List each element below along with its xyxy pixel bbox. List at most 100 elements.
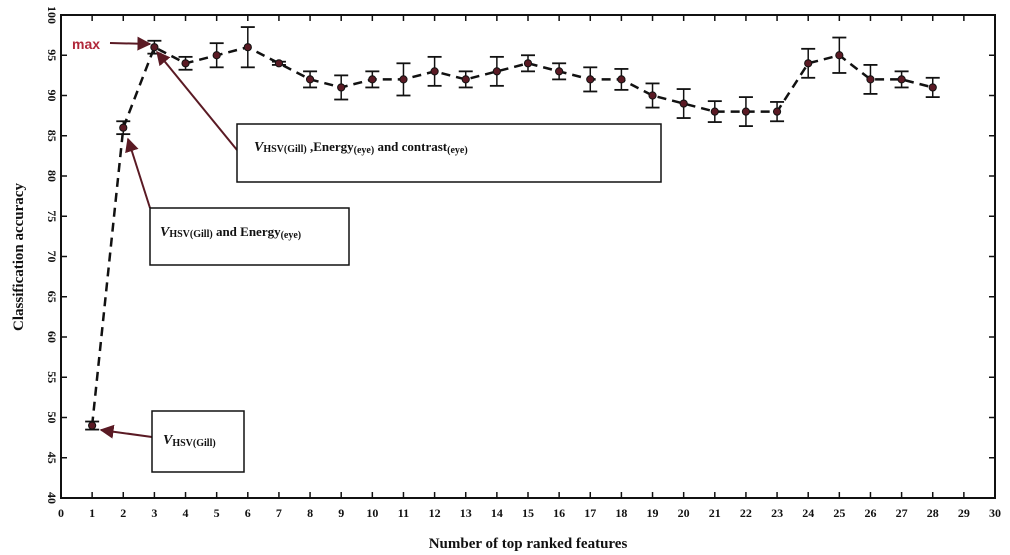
x-tick-label: 4	[183, 506, 189, 520]
data-point	[368, 75, 377, 84]
x-axis-title: Number of top ranked features	[429, 536, 628, 552]
x-tick-label: 18	[615, 506, 627, 520]
data-point	[772, 107, 782, 116]
data-point	[212, 51, 221, 60]
x-tick-label: 3	[151, 506, 157, 520]
y-tick-label: 50	[45, 412, 59, 424]
y-axis-title: Classification accuracy	[11, 183, 27, 331]
x-tick-label: 5	[214, 506, 220, 520]
data-point	[150, 43, 159, 52]
data-point	[243, 43, 252, 52]
x-tick-label: 29	[958, 506, 970, 520]
data-point	[710, 107, 719, 116]
data-point	[555, 67, 564, 76]
svg-text:VHSV(Gill) and Energy(eye): VHSV(Gill) and Energy(eye)	[160, 224, 301, 241]
x-tick-label: 27	[896, 506, 908, 520]
svg-text:VHSV(Gill): VHSV(Gill)	[163, 433, 216, 449]
x-tick-label: 11	[398, 506, 409, 520]
x-tick-label: 10	[366, 506, 378, 520]
data-point	[337, 83, 346, 92]
annotation-3-text: ,Energy	[307, 139, 354, 154]
annotation-3-subscript-2: (eye)	[354, 145, 375, 156]
annotation-2-subscript-2: (eye)	[281, 230, 302, 241]
x-tick-label: 30	[989, 506, 1001, 520]
series-line	[90, 45, 934, 426]
data-point	[274, 59, 284, 68]
arrow-to-point-3	[156, 50, 238, 151]
annotation-3-variable: V	[254, 140, 265, 155]
annotation-2-variable: V	[160, 225, 171, 240]
x-tick-label: 2	[120, 506, 126, 520]
max-label: max	[72, 36, 100, 52]
svg-text:VHSV(Gill) ,Energy(eye) and co: VHSV(Gill) ,Energy(eye) and contrast(eye…	[254, 139, 468, 156]
annotation-1-subscript: HSV(Gill)	[172, 438, 215, 449]
y-tick-label: 65	[45, 291, 59, 303]
y-tick-label: 80	[45, 170, 59, 182]
annotation-box-3: VHSV(Gill) ,Energy(eye) and contrast(eye…	[236, 123, 662, 183]
x-tick-label: 15	[522, 506, 534, 520]
x-tick-label: 21	[709, 506, 721, 520]
x-tick-label: 23	[771, 506, 783, 520]
data-point	[866, 75, 875, 84]
x-tick-label: 25	[833, 506, 845, 520]
arrow-to-point-1	[99, 424, 153, 439]
data-point	[741, 107, 751, 116]
annotation-3-subscript-3: (eye)	[447, 145, 468, 156]
data-point	[586, 75, 595, 84]
annotation-3-subscript: HSV(Gill)	[263, 144, 306, 155]
data-point	[88, 421, 97, 430]
y-tick-label: 55	[45, 371, 59, 383]
accuracy-series	[90, 45, 934, 426]
annotation-2-text: and Energy	[213, 224, 281, 239]
x-tick-label: 22	[740, 506, 752, 520]
data-point	[648, 91, 657, 100]
annotation-arrows	[99, 36, 238, 439]
annotation-1-variable: V	[163, 433, 174, 448]
data-point	[804, 59, 813, 68]
x-tick-label: 13	[460, 506, 472, 520]
x-tick-label: 28	[927, 506, 939, 520]
y-tick-label: 100	[45, 6, 59, 24]
data-point	[897, 75, 906, 84]
data-point	[181, 59, 190, 68]
y-axis: 40 45 50 55 60 65 70 75 80 85 90 95 100	[45, 6, 995, 504]
x-tick-label: 6	[245, 506, 251, 520]
x-tick-label: 7	[276, 506, 282, 520]
x-tick-label: 0	[58, 506, 64, 520]
data-point	[430, 67, 439, 76]
data-point	[461, 75, 470, 84]
annotation-box-1: VHSV(Gill)	[151, 410, 245, 473]
data-point	[679, 99, 688, 108]
error-bars	[85, 26, 940, 431]
annotation-box-2: VHSV(Gill) and Energy(eye)	[149, 207, 350, 266]
data-point	[492, 67, 501, 76]
y-tick-label: 85	[45, 130, 59, 142]
x-tick-label: 14	[491, 506, 503, 520]
data-point	[119, 123, 128, 132]
x-tick-label: 20	[678, 506, 690, 520]
x-tick-label: 16	[553, 506, 565, 520]
x-tick-label: 17	[584, 506, 596, 520]
data-point	[928, 83, 937, 92]
data-points	[88, 43, 937, 430]
y-tick-label: 60	[45, 331, 59, 343]
y-tick-label: 90	[45, 90, 59, 102]
data-point	[305, 75, 315, 84]
y-tick-label: 40	[45, 492, 59, 504]
x-tick-label: 19	[647, 506, 659, 520]
data-point	[835, 51, 844, 60]
annotation-2-subscript: HSV(Gill)	[169, 229, 212, 240]
x-tick-label: 1	[89, 506, 95, 520]
x-tick-label: 12	[429, 506, 441, 520]
y-tick-label: 95	[45, 49, 59, 61]
data-point	[399, 75, 408, 84]
max-arrow	[109, 36, 152, 51]
data-point	[523, 59, 533, 68]
x-tick-label: 8	[307, 506, 313, 520]
annotation-3-text-2: and contrast	[374, 139, 448, 154]
data-point	[617, 75, 626, 84]
y-tick-label: 70	[45, 251, 59, 263]
x-axis: 0 1 2 3 4 5 6 7 8 9 10 11 12 13 14 15 16 17 18 19 20 21 22 23 24…	[58, 15, 1001, 520]
x-tick-label: 9	[338, 506, 344, 520]
